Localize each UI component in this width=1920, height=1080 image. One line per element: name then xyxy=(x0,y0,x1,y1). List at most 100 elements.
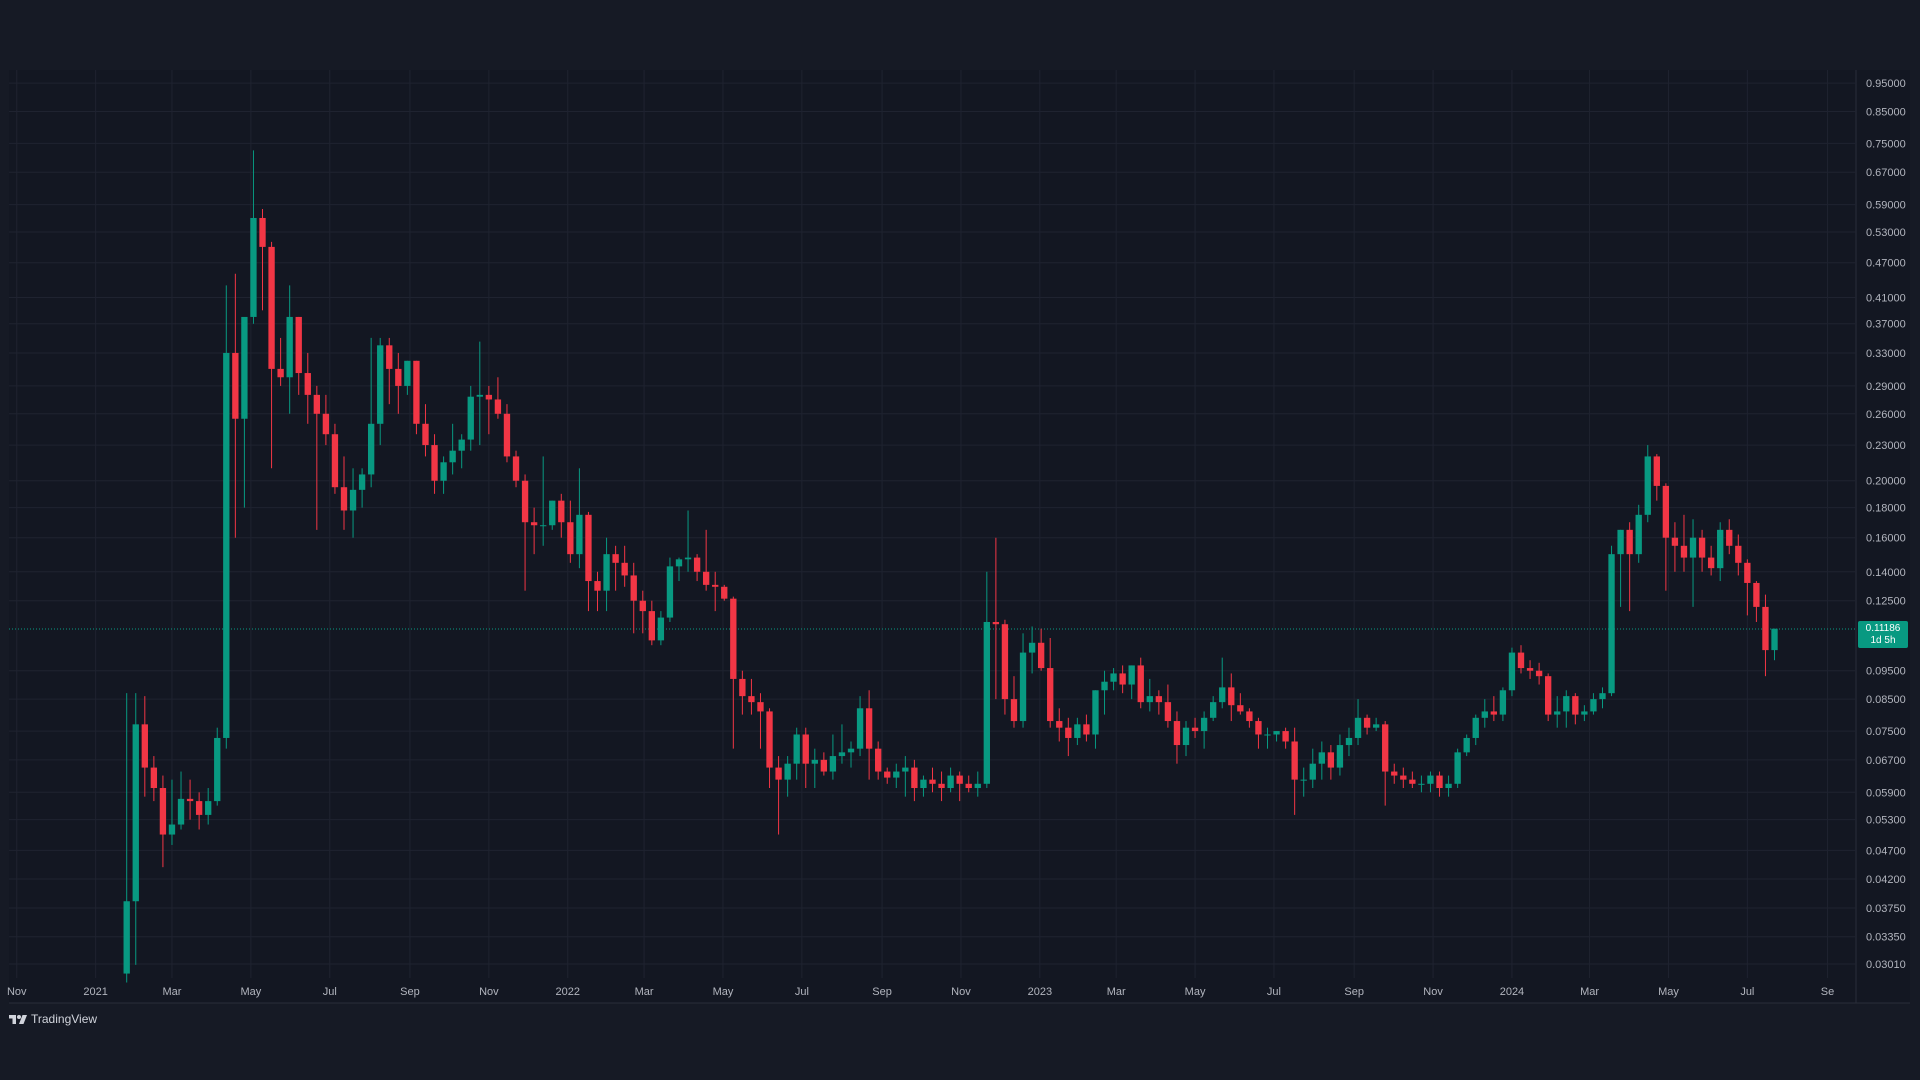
candle xyxy=(1644,445,1651,523)
candle xyxy=(784,756,791,797)
candle xyxy=(1101,670,1108,715)
candle-body xyxy=(1291,741,1298,780)
candle-body xyxy=(1608,554,1615,694)
candle xyxy=(1047,638,1054,728)
x-tick-label: Sep xyxy=(872,986,892,998)
candle xyxy=(1056,708,1063,742)
candle-body xyxy=(250,217,257,317)
candle-body xyxy=(422,423,429,446)
candle-body xyxy=(838,752,846,757)
y-tick-label: 0.47000 xyxy=(1866,258,1906,270)
candles xyxy=(123,150,1778,983)
candle-body xyxy=(1707,557,1715,569)
candle xyxy=(929,767,936,793)
time-axis-area[interactable] xyxy=(9,978,1910,1003)
price-axis-area[interactable] xyxy=(1856,70,1910,1003)
candle xyxy=(938,771,945,802)
candle xyxy=(1599,687,1606,709)
candle-body xyxy=(1635,514,1642,555)
candle-body xyxy=(458,439,465,451)
candle-body xyxy=(512,456,520,481)
candle-body xyxy=(1137,665,1144,703)
candle-body xyxy=(1200,717,1208,732)
candle-body xyxy=(214,737,221,802)
candle xyxy=(277,337,284,386)
x-tick-label: Jul xyxy=(795,986,809,998)
candle-body xyxy=(1508,652,1516,691)
y-tick-label: 0.23000 xyxy=(1866,440,1906,452)
candle xyxy=(195,792,203,830)
candle-body xyxy=(748,696,755,703)
candle xyxy=(422,404,429,457)
candle-body xyxy=(1436,775,1443,789)
candle xyxy=(712,571,719,612)
candle-body xyxy=(304,373,311,395)
candle-body xyxy=(648,611,655,641)
candle-body xyxy=(168,824,176,835)
candle-body xyxy=(820,759,828,772)
candle-body xyxy=(1653,456,1660,486)
candle-body xyxy=(594,581,601,591)
plot-area[interactable] xyxy=(9,70,1856,1003)
candle xyxy=(1309,748,1316,789)
candle xyxy=(349,468,357,538)
candle-body xyxy=(983,621,990,784)
candle xyxy=(1717,522,1724,582)
candle-body xyxy=(1336,745,1344,768)
candle-body xyxy=(1599,693,1606,700)
candle xyxy=(567,500,574,563)
candle xyxy=(322,394,330,446)
candle-body xyxy=(666,566,674,618)
candle-body xyxy=(1517,652,1525,669)
candle xyxy=(1327,745,1335,780)
candle xyxy=(168,779,176,845)
candle-body xyxy=(1363,717,1371,728)
y-tick-label: 0.53000 xyxy=(1866,227,1906,239)
x-tick-label: Jul xyxy=(323,986,337,998)
candle xyxy=(730,596,737,749)
candle xyxy=(847,741,855,768)
candle xyxy=(431,434,438,494)
last-price-tag: 0.11186 1d 5h xyxy=(1858,621,1908,649)
candle-body xyxy=(766,711,773,768)
candle-body xyxy=(1463,737,1470,753)
candle xyxy=(1572,693,1579,725)
candle-body xyxy=(1019,652,1027,722)
candle xyxy=(1481,699,1488,728)
x-tick-label: 2023 xyxy=(1028,986,1052,998)
x-tick-label: Jul xyxy=(1267,986,1281,998)
candle-body xyxy=(1771,628,1778,651)
candle-body xyxy=(1246,711,1253,722)
candle-body xyxy=(1671,537,1679,546)
candle-body xyxy=(1037,642,1045,669)
candle-body xyxy=(186,798,194,802)
tradingview-logo[interactable]: TradingView xyxy=(9,1012,97,1026)
candle xyxy=(1499,687,1507,722)
candle xyxy=(367,337,375,488)
candle xyxy=(1735,534,1742,576)
candle xyxy=(494,377,502,419)
candle-body xyxy=(1626,529,1633,555)
candle-body xyxy=(1544,676,1552,715)
candle-body xyxy=(702,571,710,585)
candle-body xyxy=(386,345,393,369)
candle-body xyxy=(1264,734,1271,736)
candle-body xyxy=(802,734,809,764)
candle xyxy=(304,352,311,424)
candle xyxy=(1137,657,1144,709)
y-tick-label: 0.67000 xyxy=(1866,167,1906,179)
candle xyxy=(1726,519,1733,555)
candle-body xyxy=(684,557,692,560)
candle xyxy=(476,341,483,446)
candle xyxy=(639,590,646,634)
candle xyxy=(775,756,782,835)
candle xyxy=(1472,714,1479,746)
candle-body xyxy=(141,724,148,768)
candle xyxy=(657,611,665,646)
candle-body xyxy=(1309,763,1316,780)
candle xyxy=(1074,717,1081,746)
candle xyxy=(856,696,864,757)
candle xyxy=(757,693,764,749)
candle-body xyxy=(1318,752,1325,764)
